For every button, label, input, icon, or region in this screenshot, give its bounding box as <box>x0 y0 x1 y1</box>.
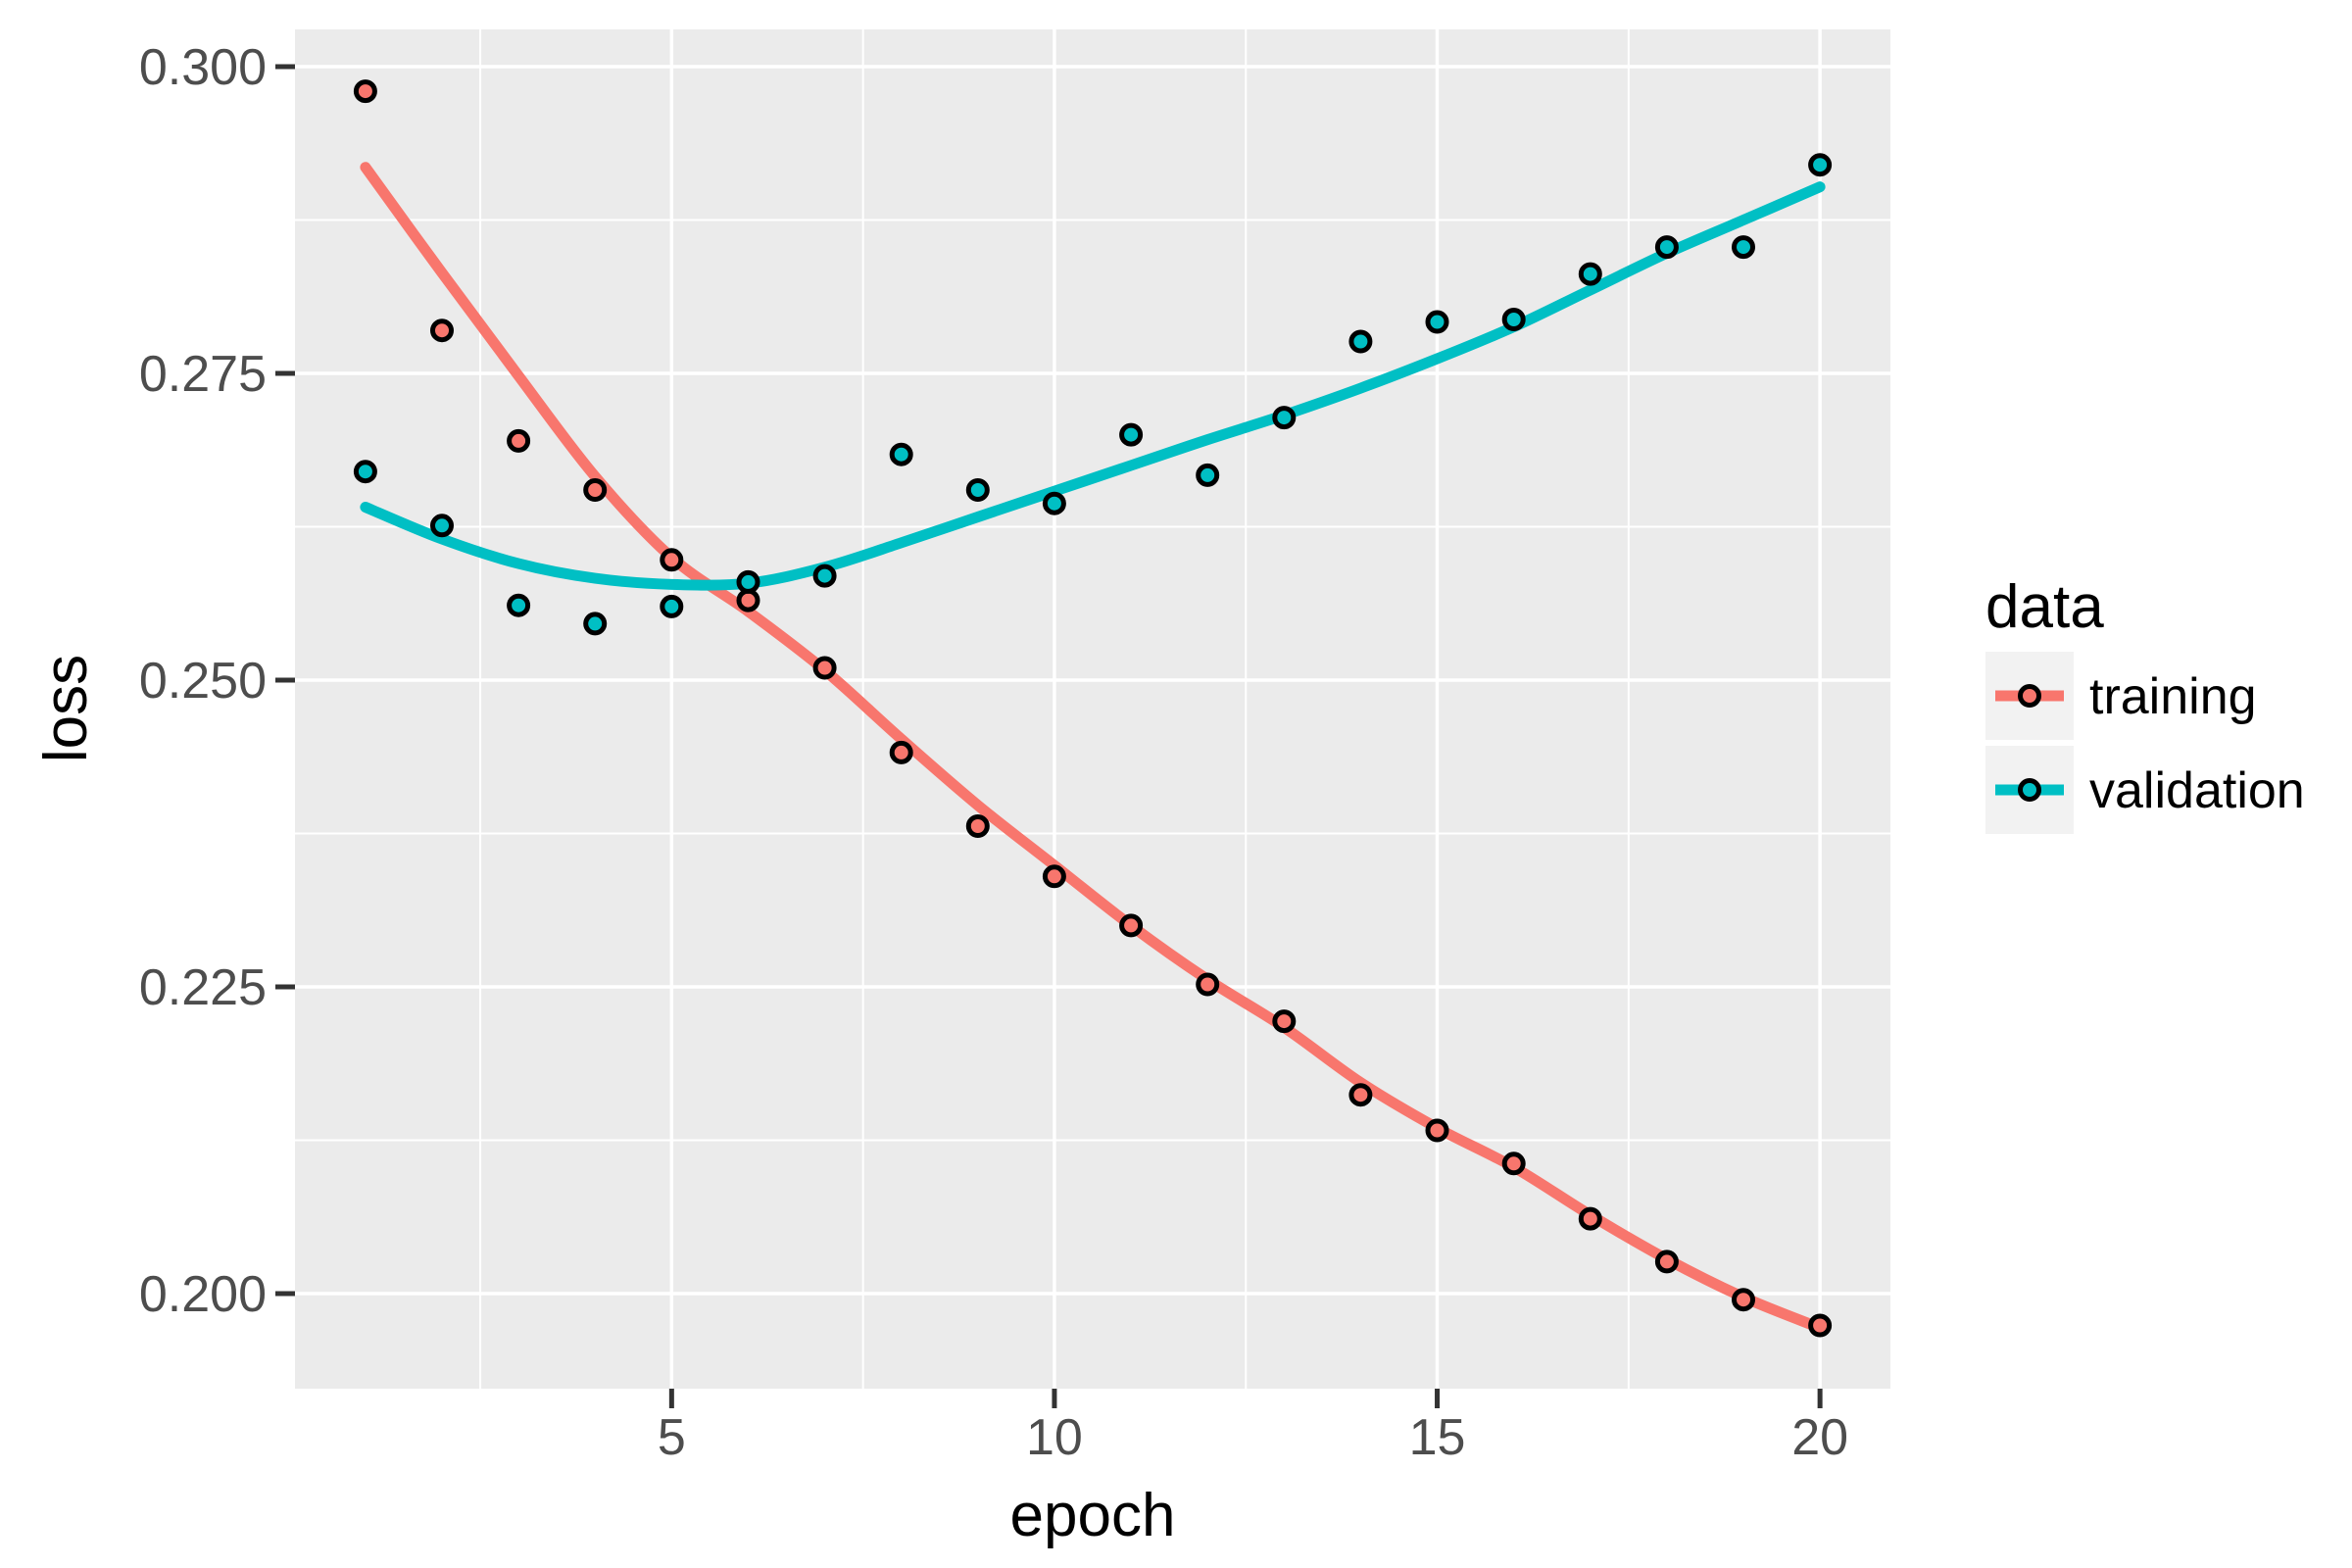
y-tick-label: 0.225 <box>139 959 267 1016</box>
point-training-epoch-1 <box>353 79 377 104</box>
point-validation-epoch-16 <box>1501 308 1526 331</box>
point-validation-epoch-7 <box>812 564 837 588</box>
point-training-epoch-2 <box>430 318 454 343</box>
point-training-epoch-11 <box>1119 913 1144 938</box>
point-training-epoch-10 <box>1042 864 1066 889</box>
point-validation-epoch-3 <box>507 593 531 617</box>
gridlines-major <box>295 29 1890 1389</box>
point-training-epoch-4 <box>583 478 608 502</box>
legend-item-validation: validation <box>1985 746 2305 834</box>
point-training-epoch-17 <box>1578 1206 1602 1231</box>
plot-panel <box>295 29 1890 1389</box>
x-axis-tick-labels: 5 10 15 20 <box>658 1409 1848 1466</box>
point-training-epoch-3 <box>507 428 531 453</box>
point-validation-epoch-13 <box>1272 406 1297 430</box>
y-axis-tick-labels: 0.200 0.225 0.250 0.275 0.300 <box>139 39 267 1323</box>
point-validation-epoch-18 <box>1654 235 1679 260</box>
point-validation-epoch-15 <box>1425 310 1449 334</box>
legend-label-training: training <box>2089 668 2257 725</box>
legend-key-point-icon <box>2018 684 2041 708</box>
y-tick-label: 0.200 <box>139 1266 267 1323</box>
point-validation-epoch-6 <box>736 569 760 594</box>
legend-label-validation: validation <box>2089 762 2305 819</box>
point-training-epoch-20 <box>1808 1313 1833 1338</box>
legend: data training validation <box>1985 573 2305 834</box>
point-training-epoch-18 <box>1654 1250 1679 1274</box>
y-tick-label: 0.275 <box>139 346 267 403</box>
smooth-line-validation <box>360 181 1826 591</box>
point-validation-epoch-17 <box>1578 262 1602 286</box>
legend-key-point-icon <box>2018 778 2041 802</box>
y-tick-label: 0.250 <box>139 653 267 710</box>
x-tick-label: 10 <box>1026 1409 1083 1466</box>
point-validation-epoch-8 <box>889 442 913 466</box>
point-training-epoch-8 <box>889 740 913 764</box>
point-validation-epoch-4 <box>583 612 608 636</box>
point-validation-epoch-1 <box>353 460 377 484</box>
point-training-epoch-14 <box>1348 1083 1373 1107</box>
x-tick-label: 20 <box>1791 1409 1848 1466</box>
x-axis-title: epoch <box>1010 1482 1176 1549</box>
point-validation-epoch-10 <box>1042 491 1066 515</box>
point-validation-epoch-5 <box>660 594 684 618</box>
point-training-epoch-13 <box>1272 1009 1297 1034</box>
point-validation-epoch-2 <box>430 514 454 538</box>
data-points <box>353 79 1833 1338</box>
gridlines-minor <box>295 29 1890 1389</box>
point-training-epoch-7 <box>812 656 837 680</box>
point-training-epoch-19 <box>1732 1288 1755 1312</box>
point-training-epoch-16 <box>1501 1152 1526 1176</box>
point-training-epoch-15 <box>1425 1118 1449 1143</box>
point-training-epoch-6 <box>736 588 760 612</box>
point-validation-epoch-11 <box>1119 422 1144 447</box>
axis-ticks <box>275 64 1823 1408</box>
point-training-epoch-9 <box>965 814 990 838</box>
point-validation-epoch-20 <box>1808 153 1833 177</box>
legend-title: data <box>1985 573 2104 641</box>
legend-item-training: training <box>1985 652 2257 740</box>
y-axis-title: loss <box>32 655 100 762</box>
point-training-epoch-12 <box>1196 972 1220 997</box>
x-tick-label: 15 <box>1409 1409 1466 1466</box>
point-training-epoch-5 <box>660 548 684 572</box>
point-validation-epoch-12 <box>1196 463 1220 487</box>
x-tick-label: 5 <box>658 1409 686 1466</box>
y-tick-label: 0.300 <box>139 39 267 96</box>
point-validation-epoch-19 <box>1732 235 1755 260</box>
point-validation-epoch-9 <box>965 478 990 502</box>
point-validation-epoch-14 <box>1348 329 1373 354</box>
